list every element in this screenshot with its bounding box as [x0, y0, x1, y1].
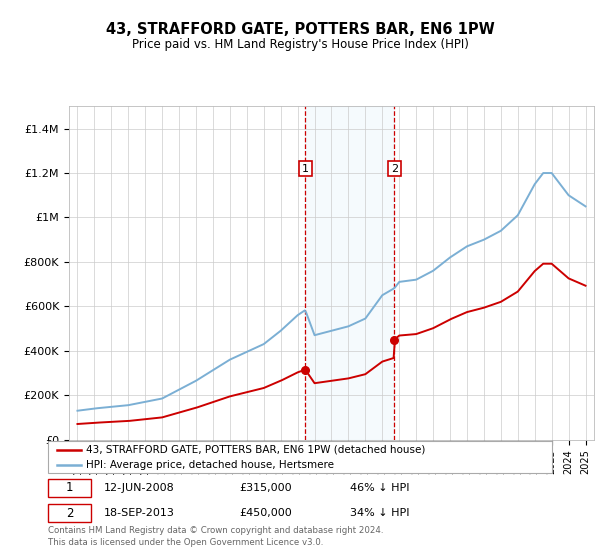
Bar	[305, 106, 394, 440]
Text: 18-SEP-2013: 18-SEP-2013	[103, 508, 175, 519]
Text: 1: 1	[302, 164, 309, 174]
Text: Price paid vs. HM Land Registry's House Price Index (HPI): Price paid vs. HM Land Registry's House …	[131, 38, 469, 51]
Text: 46% ↓ HPI: 46% ↓ HPI	[350, 483, 410, 493]
Text: 1: 1	[66, 481, 73, 494]
Text: 43, STRAFFORD GATE, POTTERS BAR, EN6 1PW (detached house): 43, STRAFFORD GATE, POTTERS BAR, EN6 1PW…	[86, 445, 425, 455]
Text: £315,000: £315,000	[239, 483, 292, 493]
Text: 2: 2	[391, 164, 398, 174]
Text: 2: 2	[66, 507, 73, 520]
FancyBboxPatch shape	[48, 505, 91, 522]
Text: HPI: Average price, detached house, Hertsmere: HPI: Average price, detached house, Hert…	[86, 460, 334, 470]
FancyBboxPatch shape	[48, 479, 91, 497]
Text: £450,000: £450,000	[239, 508, 292, 519]
Text: Contains HM Land Registry data © Crown copyright and database right 2024.
This d: Contains HM Land Registry data © Crown c…	[48, 526, 383, 547]
Text: 34% ↓ HPI: 34% ↓ HPI	[350, 508, 410, 519]
Text: 12-JUN-2008: 12-JUN-2008	[103, 483, 174, 493]
Text: 43, STRAFFORD GATE, POTTERS BAR, EN6 1PW: 43, STRAFFORD GATE, POTTERS BAR, EN6 1PW	[106, 22, 494, 38]
